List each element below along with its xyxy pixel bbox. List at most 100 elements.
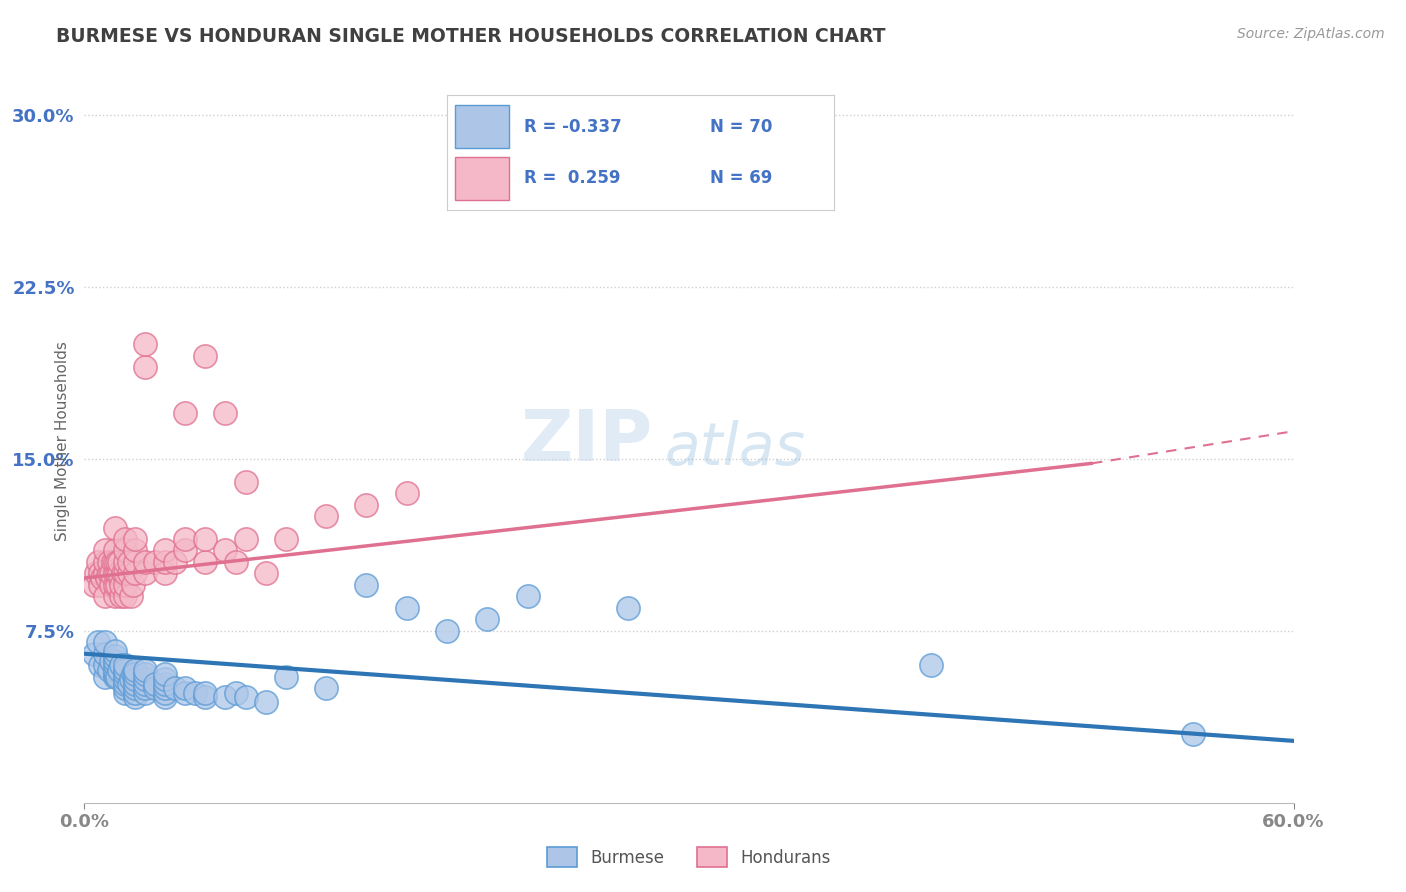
Point: [134, 676, 156, 690]
Point: [114, 667, 136, 681]
Point: [118, 676, 141, 690]
Point: [165, 555, 187, 569]
Point: [143, 676, 166, 690]
Point: [194, 532, 217, 546]
Point: [97, 566, 120, 581]
Point: [89, 566, 111, 581]
Point: [214, 543, 236, 558]
Point: [235, 690, 257, 705]
Point: [110, 578, 132, 592]
Point: [254, 566, 277, 581]
Point: [134, 566, 156, 581]
Point: [516, 590, 538, 604]
Point: [617, 600, 640, 615]
Point: [174, 543, 197, 558]
Point: [93, 543, 115, 558]
Point: [100, 578, 122, 592]
Point: [83, 578, 105, 592]
Point: [124, 566, 146, 581]
Point: [87, 555, 110, 569]
Point: [124, 663, 146, 677]
Point: [111, 566, 134, 581]
Point: [110, 590, 132, 604]
Point: [184, 686, 207, 700]
Text: ZIP: ZIP: [520, 407, 652, 476]
Point: [143, 681, 166, 695]
Point: [174, 686, 197, 700]
Point: [124, 543, 146, 558]
Point: [100, 654, 122, 668]
Point: [93, 566, 115, 581]
Point: [114, 686, 136, 700]
Point: [120, 672, 142, 686]
Point: [315, 509, 337, 524]
Point: [315, 681, 337, 695]
Point: [114, 663, 136, 677]
Point: [114, 532, 136, 546]
Point: [100, 566, 122, 581]
Point: [174, 406, 197, 420]
Point: [194, 555, 217, 569]
Point: [104, 658, 127, 673]
Point: [214, 406, 236, 420]
Point: [104, 555, 127, 569]
Point: [89, 578, 111, 592]
Point: [114, 658, 136, 673]
Text: BURMESE VS HONDURAN SINGLE MOTHER HOUSEHOLDS CORRELATION CHART: BURMESE VS HONDURAN SINGLE MOTHER HOUSEH…: [56, 27, 886, 45]
Point: [114, 555, 136, 569]
Point: [165, 681, 187, 695]
Point: [254, 695, 277, 709]
Point: [93, 647, 115, 661]
Legend: Burmese, Hondurans: Burmese, Hondurans: [540, 840, 838, 874]
Point: [174, 681, 197, 695]
Point: [86, 566, 108, 581]
Point: [124, 667, 146, 681]
Point: [124, 690, 146, 705]
Point: [124, 681, 146, 695]
Point: [225, 555, 247, 569]
Point: [174, 532, 197, 546]
Point: [96, 571, 118, 585]
Point: [1181, 727, 1204, 741]
Point: [153, 566, 176, 581]
Point: [143, 555, 166, 569]
Point: [477, 612, 499, 626]
Point: [153, 543, 176, 558]
Point: [235, 532, 257, 546]
Point: [104, 648, 127, 663]
Point: [104, 578, 127, 592]
Point: [107, 663, 129, 677]
Point: [120, 590, 142, 604]
Point: [93, 670, 115, 684]
Point: [118, 555, 141, 569]
Point: [153, 667, 176, 681]
Point: [93, 555, 115, 569]
Point: [153, 686, 176, 700]
Point: [87, 635, 110, 649]
Point: [104, 543, 127, 558]
Point: [395, 486, 418, 500]
Point: [124, 672, 146, 686]
Point: [134, 672, 156, 686]
Point: [104, 520, 127, 534]
Point: [153, 681, 176, 695]
Point: [118, 566, 141, 581]
Point: [107, 566, 129, 581]
Point: [114, 672, 136, 686]
Point: [274, 670, 297, 684]
Point: [124, 555, 146, 569]
Point: [105, 670, 128, 684]
Point: [105, 555, 128, 569]
Point: [194, 349, 217, 363]
Point: [134, 337, 156, 351]
Point: [97, 555, 120, 569]
Point: [153, 672, 176, 686]
Point: [105, 578, 128, 592]
Point: [114, 566, 136, 581]
Point: [153, 555, 176, 569]
Point: [114, 578, 136, 592]
Point: [114, 590, 136, 604]
Point: [97, 663, 120, 677]
Point: [105, 566, 128, 581]
Point: [920, 658, 942, 673]
